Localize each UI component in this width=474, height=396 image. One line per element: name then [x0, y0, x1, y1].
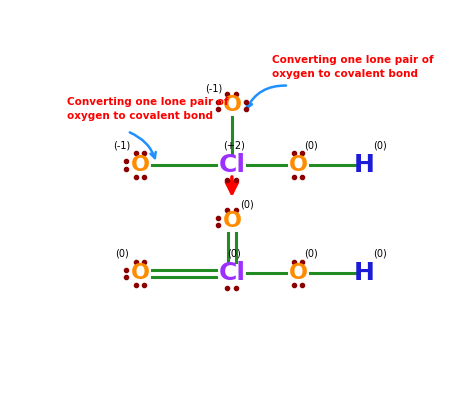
Text: O: O — [130, 263, 150, 283]
Text: (0): (0) — [373, 248, 386, 258]
Text: (0): (0) — [304, 140, 318, 150]
Text: (0): (0) — [373, 140, 386, 150]
Text: O: O — [130, 155, 150, 175]
Text: O: O — [222, 95, 241, 116]
Text: Cl: Cl — [219, 153, 246, 177]
Text: H: H — [354, 261, 374, 285]
Text: (0): (0) — [304, 248, 318, 258]
Text: (0): (0) — [240, 200, 254, 209]
Text: (-1): (-1) — [205, 84, 222, 94]
Text: (0): (0) — [115, 248, 128, 258]
Text: (+2): (+2) — [223, 140, 245, 150]
Text: Converting one lone pair of
oxygen to covalent bond: Converting one lone pair of oxygen to co… — [272, 55, 434, 79]
Text: (0): (0) — [227, 248, 241, 258]
Text: (-1): (-1) — [113, 140, 130, 150]
Text: O: O — [289, 155, 308, 175]
Text: H: H — [354, 153, 374, 177]
Text: Converting one lone pair of
oxygen to covalent bond: Converting one lone pair of oxygen to co… — [66, 97, 228, 120]
Text: O: O — [289, 263, 308, 283]
Text: O: O — [222, 211, 241, 231]
Text: Cl: Cl — [219, 261, 246, 285]
